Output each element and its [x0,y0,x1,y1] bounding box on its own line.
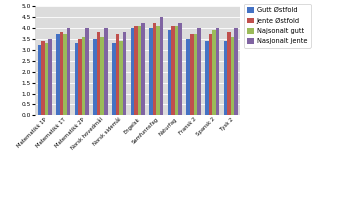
Bar [160,17,163,115]
Bar [134,26,138,115]
Bar [193,34,197,115]
Bar [63,34,67,115]
Bar [94,39,97,115]
Bar [205,41,209,115]
Bar [44,43,48,115]
Bar [175,26,178,115]
Bar [104,28,108,115]
Bar [101,37,104,115]
Bar [75,43,78,115]
Bar [209,34,212,115]
Bar [115,34,119,115]
Bar [37,45,41,115]
Bar [186,39,190,115]
Bar [85,28,89,115]
Bar [178,23,182,115]
Bar [41,41,44,115]
Bar [216,28,219,115]
Bar [97,32,101,115]
Bar [168,30,171,115]
Bar [138,26,141,115]
Bar [234,28,238,115]
Bar [131,28,134,115]
Bar [149,28,153,115]
Bar [212,30,216,115]
Bar [153,23,156,115]
Bar [231,37,234,115]
Bar [227,32,231,115]
Legend: Gutt Østfold, Jente Østfold, Najsonalt gutt, Nasjonalt jente: Gutt Østfold, Jente Østfold, Najsonalt g… [244,4,311,48]
Bar [82,37,85,115]
Bar [122,32,126,115]
Bar [119,41,122,115]
Bar [190,34,193,115]
Bar [224,41,227,115]
Bar [60,32,63,115]
Bar [156,26,160,115]
Bar [78,39,82,115]
Bar [112,43,115,115]
Bar [197,28,201,115]
Bar [67,28,70,115]
Bar [141,23,145,115]
Bar [48,39,52,115]
Bar [56,34,60,115]
Bar [171,26,175,115]
